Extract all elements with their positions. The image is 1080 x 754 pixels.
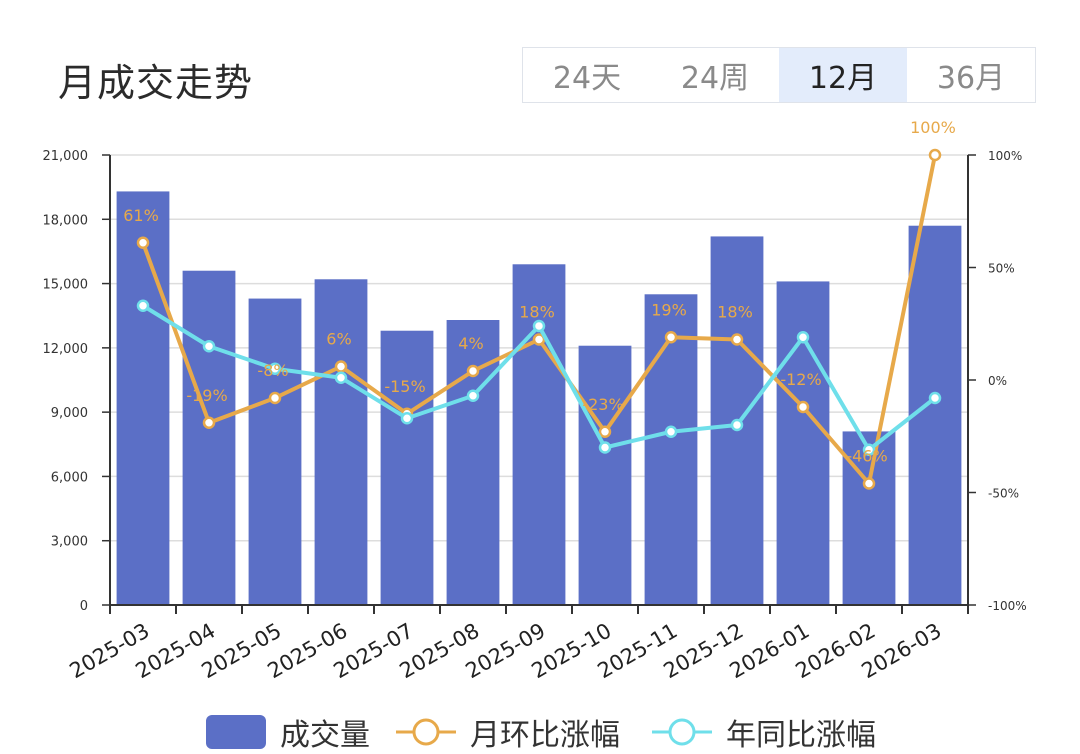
legend-item-volume[interactable]: 成交量 xyxy=(206,710,370,754)
yoy-point xyxy=(796,331,810,344)
mom-data-label: 61% xyxy=(123,206,159,225)
mom-data-label: 18% xyxy=(519,303,555,322)
bar-volume xyxy=(380,330,434,605)
tab-24-days[interactable]: 24天 xyxy=(552,61,622,96)
mom-point xyxy=(730,333,744,346)
y-right-tick-label: 0% xyxy=(988,374,1007,388)
yoy-point xyxy=(334,371,348,384)
bar-volume xyxy=(248,298,302,605)
mom-data-label: -8% xyxy=(257,361,288,380)
mom-point xyxy=(202,416,216,429)
tab-12-months[interactable]: 12月 xyxy=(779,48,907,102)
bar-volume xyxy=(314,279,368,605)
mom-point xyxy=(664,331,678,344)
y-right-tick-label: 50% xyxy=(988,262,1015,276)
mom-data-label: 100% xyxy=(910,118,956,137)
legend-item-yoy[interactable]: 年同比涨幅 xyxy=(652,710,876,754)
legend-label-yoy: 年同比涨幅 xyxy=(726,718,876,753)
bar-volume xyxy=(908,225,962,605)
mom-point xyxy=(532,333,546,346)
yoy-point xyxy=(136,299,150,312)
y-left-tick-label: 9,000 xyxy=(51,406,88,421)
mom-data-label: 19% xyxy=(651,300,687,319)
legend-yoy-line-icon xyxy=(652,718,712,746)
bar-volume xyxy=(578,345,632,605)
yoy-point xyxy=(268,362,282,375)
yoy-point xyxy=(928,391,942,405)
yoy-point xyxy=(598,441,612,454)
mom-point xyxy=(466,364,480,378)
legend-item-mom[interactable]: 月环比涨幅 xyxy=(396,710,620,754)
y-right-tick-label: 100% xyxy=(988,149,1022,163)
legend-label-volume: 成交量 xyxy=(280,718,370,753)
bar-volume xyxy=(116,191,170,605)
bar-volume xyxy=(182,270,236,605)
bar-volume xyxy=(776,281,830,605)
yoy-point xyxy=(664,425,678,438)
mom-data-label: -19% xyxy=(186,386,227,405)
mom-point xyxy=(796,400,810,414)
mom-point xyxy=(928,148,942,162)
mom-data-label: -23% xyxy=(582,395,623,414)
y-left-tick-label: 21,000 xyxy=(43,149,89,164)
mom-point xyxy=(136,236,150,249)
mom-point xyxy=(598,425,612,438)
yoy-point xyxy=(532,319,546,333)
mom-data-label: 18% xyxy=(717,303,753,322)
tab-24-weeks[interactable]: 24周 xyxy=(680,61,750,96)
yoy-point xyxy=(466,389,480,402)
trend-chart: 0 3,000 6,000 9,000 12,000 15,000 18,000 21,000… xyxy=(43,118,1027,683)
mom-point xyxy=(862,477,876,490)
y-left-tick-label: 18,000 xyxy=(43,213,89,228)
y-left-tick-label: 15,000 xyxy=(43,278,89,293)
mom-data-label: 6% xyxy=(326,330,351,349)
legend-label-mom: 月环比涨幅 xyxy=(470,718,620,753)
legend-mom-line-icon xyxy=(396,718,456,746)
bar-volume xyxy=(644,294,698,605)
y-left-tick-label: 6,000 xyxy=(51,470,88,485)
page-title: 月成交走势 xyxy=(58,61,254,105)
y-right-tick-label: -50% xyxy=(988,487,1019,501)
mom-data-label: -15% xyxy=(384,377,425,396)
mom-data-label: 4% xyxy=(458,334,483,353)
legend-bar-swatch xyxy=(206,715,266,749)
yoy-point xyxy=(400,412,414,425)
yoy-point xyxy=(862,443,876,456)
y-left-tick-label: 12,000 xyxy=(43,342,89,357)
yoy-point xyxy=(730,418,744,432)
time-range-tabs: 24天 24周 12月 36月 xyxy=(522,47,1036,103)
chart-legend: 成交量 月环比涨幅 年同比涨幅 xyxy=(0,710,1080,754)
yoy-point xyxy=(202,340,216,353)
mom-data-label: -46% xyxy=(846,447,887,466)
mom-point xyxy=(268,391,282,405)
mom-data-label: -12% xyxy=(780,370,821,389)
tab-36-months[interactable]: 36月 xyxy=(936,61,1006,96)
mom-point xyxy=(334,360,348,373)
y-left-tick-label: 3,000 xyxy=(51,535,88,550)
y-right-tick-label: -100% xyxy=(988,599,1027,613)
y-left-tick-label: 0 xyxy=(80,599,88,614)
